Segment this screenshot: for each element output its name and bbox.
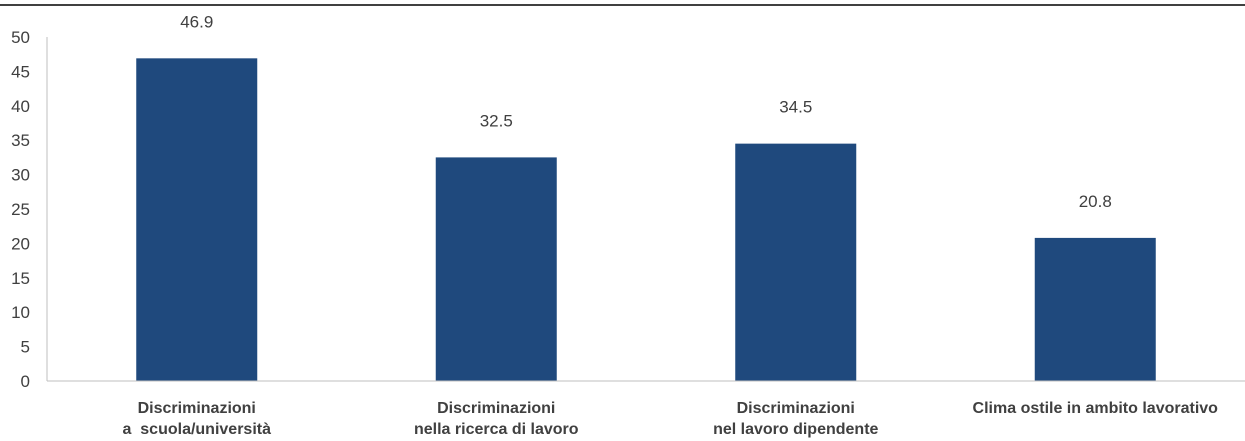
data-label: 32.5 [480,111,513,130]
y-tick-label: 20 [11,234,30,253]
bar [136,58,258,381]
y-tick-label: 40 [11,97,30,116]
y-tick-label: 5 [21,338,30,357]
data-label: 46.9 [180,12,213,31]
bar [735,143,857,381]
category-label: Discriminazioni [138,400,256,417]
y-tick-label: 45 [11,62,30,81]
y-tick-label: 30 [11,166,30,185]
y-tick-label: 15 [11,269,30,288]
y-tick-label: 50 [11,28,30,47]
category-label: nella ricerca di lavoro [414,421,579,438]
y-axis: 0 5 10 15 20 25 30 35 40 45 50 [11,28,48,391]
y-tick-label: 0 [21,372,30,391]
data-label: 20.8 [1079,192,1112,211]
category-label: nel lavoro dipendente [713,421,878,438]
bars [136,58,1156,381]
y-tick-label: 35 [11,131,30,150]
bar [1034,237,1156,381]
bar [435,157,557,381]
data-labels: 46.9 32.5 34.5 20.8 [180,12,1112,211]
category-label: a scuola/università [122,421,271,438]
category-label: Discriminazioni [437,400,555,417]
y-tick-label: 25 [11,200,30,219]
data-label: 34.5 [779,98,812,117]
category-label: Discriminazioni [737,400,855,417]
category-labels: Discriminazioni a scuola/università Discri… [122,400,1218,438]
category-label: Clima ostile in ambito lavorativo [973,400,1219,417]
y-tick-label: 10 [11,303,30,322]
